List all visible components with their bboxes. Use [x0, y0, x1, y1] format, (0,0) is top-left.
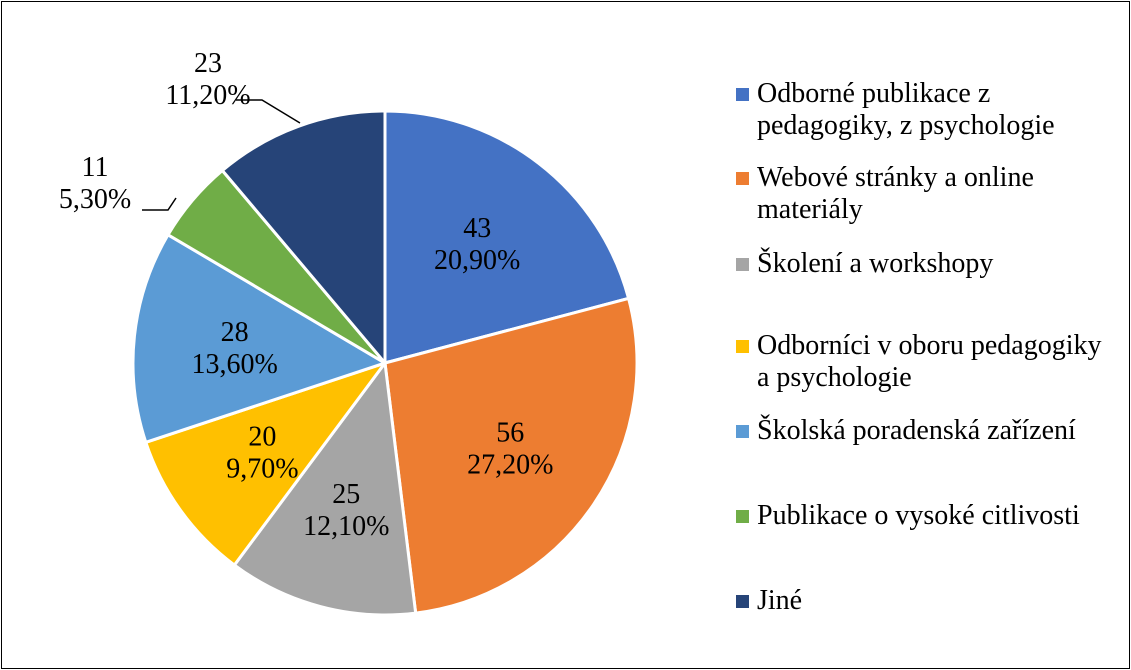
legend-item: Webové stránky a online materiály [736, 162, 1106, 226]
legend-swatch [736, 340, 749, 353]
leader-line [142, 197, 177, 211]
data-label-count: 43 [463, 213, 491, 244]
data-label-percent: 9,70% [226, 453, 298, 484]
legend-item: Jiné [736, 585, 1106, 617]
data-label-percent: 27,20% [467, 450, 553, 481]
legend-label: Webové stránky a online materiály [757, 162, 1034, 225]
legend-item: Školení a workshopy [736, 248, 1106, 280]
legend-swatch [736, 510, 749, 523]
legend-swatch [736, 595, 749, 608]
legend-label: Jiné [757, 585, 803, 616]
legend-swatch [736, 258, 749, 271]
legend-label: Publikace o vysoké citlivosti [757, 500, 1080, 531]
leader-line [236, 99, 301, 124]
data-label-count: 56 [496, 418, 524, 449]
data-label-percent: 11,20% [165, 80, 250, 111]
data-label-percent: 13,60% [191, 349, 277, 380]
legend-label: Odborníci v oboru pedagogiky a psycholog… [757, 330, 1102, 393]
data-label-count: 20 [248, 421, 276, 452]
legend-item: Publikace o vysoké citlivosti [736, 500, 1106, 532]
data-label-percent: 5,30% [59, 184, 131, 215]
data-label-count: 23 [194, 48, 222, 79]
pie-slice [232, 359, 418, 617]
legend-label: Odborné publikace z pedagogiky, z psycho… [757, 78, 1055, 141]
pie-slice [131, 232, 389, 445]
legend-swatch [736, 88, 749, 101]
data-label-percent: 12,10% [303, 511, 389, 542]
legend-label: Školská poradenská zařízení [757, 415, 1076, 446]
pie-slice [383, 109, 631, 365]
data-label-percent: 20,90% [434, 245, 520, 276]
legend-swatch [736, 425, 749, 438]
data-label-count: 25 [332, 479, 360, 510]
pie-slice [143, 360, 390, 568]
pie-slice [383, 296, 639, 615]
legend-item: Odborné publikace z pedagogiky, z psycho… [736, 78, 1106, 142]
data-label-count: 11 [82, 152, 109, 183]
pie-slice [220, 109, 387, 368]
data-label-count: 28 [221, 317, 249, 348]
legend-item: Odborníci v oboru pedagogiky a psycholog… [736, 330, 1106, 394]
legend-label: Školení a workshopy [757, 248, 994, 279]
legend-swatch [736, 172, 749, 185]
legend-item: Školská poradenská zařízení [736, 415, 1106, 447]
